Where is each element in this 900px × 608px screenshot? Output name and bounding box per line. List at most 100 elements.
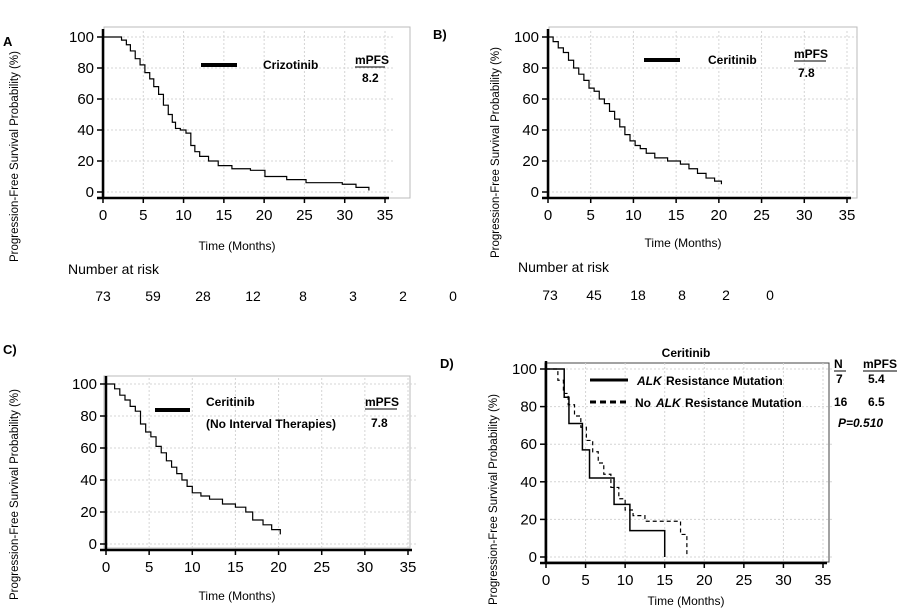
x-tick-label: 10 [617, 572, 634, 589]
panel-b-risk-header: Number at risk [518, 259, 610, 275]
panel-d-axes [540, 361, 827, 565]
panel-b-series-ceritinib [548, 36, 723, 185]
panel-d-n-header: N [834, 357, 843, 371]
panel-c-legend-label-line2: (No Interval Therapies) [206, 417, 336, 431]
panel-d-plot-area [544, 362, 830, 563]
panel-a-letter: A [3, 34, 13, 49]
risk-value: 2 [399, 288, 407, 304]
panel-a-mpfs-header: mPFS [355, 53, 389, 67]
panel-c-axes [100, 376, 412, 552]
x-tick-label: 10 [184, 559, 201, 576]
y-tick-label: 60 [77, 91, 94, 108]
x-tick-label: 30 [336, 207, 353, 224]
panel-c: C) 0 20 40 60 80 100 0 5 10 15 20 25 30 35 Progressi… [3, 342, 418, 603]
panel-d-mpfs-value-1: 6.5 [868, 395, 885, 409]
y-tick-label: 40 [522, 122, 539, 139]
panel-c-legend-label: Ceritinib [206, 395, 255, 409]
x-tick-label: 5 [581, 572, 589, 589]
panel-b-axes [542, 29, 851, 200]
panel-d-y-axis-label: Progression-Free Survival Probability (%… [488, 394, 500, 605]
y-tick-label: 60 [80, 440, 97, 457]
x-tick-label: 0 [102, 559, 110, 576]
x-tick-label: 25 [296, 207, 313, 224]
y-tick-label: 0 [529, 549, 537, 566]
x-tick-label: 20 [711, 207, 728, 224]
panel-a-series-crizotinib [103, 36, 370, 191]
y-tick-label: 20 [522, 153, 539, 170]
panel-c-letter: C) [3, 342, 17, 357]
panel-d-legend-0-italic: ALK [636, 374, 663, 388]
panel-d-title: Ceritinib [662, 346, 711, 360]
x-tick-label: 35 [815, 572, 832, 589]
panel-b-risk-values: 73 45 18 8 2 0 [542, 287, 774, 303]
panel-d-legend-1-prefix: No [635, 396, 651, 410]
panel-b-y-axis-label: Progression-Free Survival Probability (%… [490, 47, 502, 258]
x-tick-label: 5 [587, 207, 595, 224]
y-tick-label: 100 [514, 29, 539, 46]
y-tick-label: 100 [69, 29, 94, 46]
x-tick-label: 0 [542, 572, 550, 589]
y-tick-label: 20 [520, 511, 537, 528]
x-tick-label: 25 [736, 572, 753, 589]
panel-a-risk-values: 73 59 28 12 8 3 2 0 [95, 288, 457, 304]
y-tick-label: 40 [77, 122, 94, 139]
x-tick-label: 25 [313, 559, 330, 576]
panel-c-grid [106, 378, 418, 548]
panel-b-grid [548, 31, 857, 196]
y-tick-label: 20 [80, 504, 97, 521]
panel-d-n-value-0: 7 [836, 372, 843, 386]
panel-d-mpfs-header: mPFS [863, 357, 897, 371]
panel-d-letter: D) [440, 356, 454, 371]
x-tick-label: 25 [753, 207, 770, 224]
y-tick-label: 100 [72, 376, 97, 393]
x-tick-label: 30 [775, 572, 792, 589]
y-tick-label: 60 [520, 436, 537, 453]
x-tick-label: 0 [99, 207, 107, 224]
x-tick-label: 0 [544, 207, 552, 224]
panel-c-series-ceritinib [106, 383, 281, 535]
panel-c-x-ticks: 0 5 10 15 20 25 30 35 [102, 550, 417, 576]
risk-value: 28 [195, 288, 211, 304]
y-tick-label: 40 [80, 472, 97, 489]
panel-d-series-no-alk-mutation [546, 368, 688, 557]
y-tick-label: 80 [522, 60, 539, 77]
panel-d-x-axis-label: Time (Months) [648, 594, 725, 608]
x-tick-label: 35 [400, 559, 417, 576]
risk-value: 3 [349, 288, 357, 304]
risk-value: 0 [449, 288, 457, 304]
x-tick-label: 35 [839, 207, 856, 224]
y-tick-label: 20 [77, 153, 94, 170]
panel-d-mpfs-value-0: 5.4 [868, 372, 885, 386]
x-tick-label: 20 [696, 572, 713, 589]
x-tick-label: 15 [668, 207, 685, 224]
panel-a-x-axis-label: Time (Months) [199, 239, 276, 253]
risk-value: 0 [766, 287, 774, 303]
panel-a-grid [103, 31, 395, 196]
panel-b-mpfs-header: mPFS [794, 47, 828, 61]
x-tick-label: 20 [270, 559, 287, 576]
panel-a-legend-label: Crizotinib [263, 58, 318, 72]
x-tick-label: 15 [227, 559, 244, 576]
y-tick-label: 0 [86, 184, 94, 201]
panel-c-mpfs-header: mPFS [365, 395, 399, 409]
risk-value: 8 [678, 287, 686, 303]
panel-d-legend-1-italic: ALK [655, 396, 682, 410]
x-tick-label: 5 [145, 559, 153, 576]
y-tick-label: 80 [80, 408, 97, 425]
risk-value: 12 [245, 288, 261, 304]
panel-a-x-ticks: 0 5 10 15 20 25 30 35 [99, 198, 393, 224]
panel-b-letter: B) [433, 27, 447, 42]
y-tick-label: 0 [531, 184, 539, 201]
panel-d: D) 0 20 40 60 80 100 0 5 10 15 20 25 30 35 Progressi… [440, 346, 897, 608]
panel-b-x-axis-label: Time (Months) [645, 236, 722, 250]
panel-c-y-axis-label: Progression-Free Survival Probability (%… [9, 389, 21, 600]
panel-d-y-ticks: 0 20 40 60 80 100 [512, 361, 546, 566]
risk-value: 73 [542, 287, 558, 303]
y-tick-label: 40 [520, 474, 537, 491]
panel-a-y-axis-label: Progression-Free Survival Probability (%… [9, 51, 21, 262]
panel-d-legend-1-label: Resistance Mutation [685, 396, 802, 410]
panel-c-x-axis-label: Time (Months) [199, 589, 276, 603]
y-tick-label: 100 [512, 361, 537, 378]
